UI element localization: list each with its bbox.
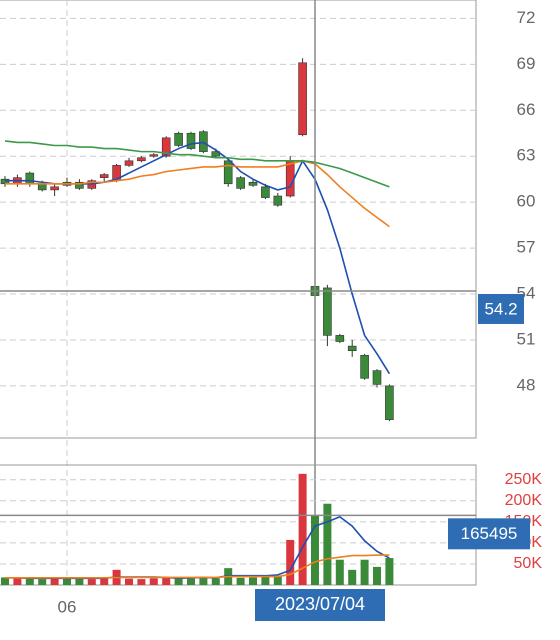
moving-average-line [5, 159, 390, 228]
y-tick-label: 200K [505, 492, 543, 509]
volume-bar [63, 578, 71, 585]
candle-body [248, 181, 258, 186]
volume-bar [38, 579, 47, 585]
candle-body [161, 137, 171, 157]
volume-bar [311, 515, 319, 585]
candle-body [323, 287, 332, 336]
volume-bar [273, 575, 282, 585]
candle-body [186, 132, 196, 149]
crosshair-date-label: 2023/07/04 [275, 594, 365, 614]
volume-bar [199, 577, 208, 585]
y-tick-label: 60 [517, 192, 536, 211]
volume-bar [286, 539, 295, 585]
crosshair-price-label: 54.2 [484, 299, 517, 318]
volume-bar [13, 578, 22, 585]
candle-body [75, 181, 84, 189]
candle-body [360, 355, 369, 379]
candle-body [335, 335, 345, 342]
volume-bar [1, 577, 9, 585]
candle-body [298, 62, 307, 136]
candle-body [174, 132, 183, 146]
y-tick-label: 250K [505, 471, 543, 488]
candle-body [25, 172, 35, 185]
volume-bar [50, 578, 59, 585]
volume-bar [360, 559, 369, 585]
candle-body [50, 186, 59, 191]
volume-bar [323, 503, 332, 585]
y-tick-label: 66 [517, 100, 536, 119]
candle-body [385, 385, 394, 420]
candle-body [124, 160, 134, 166]
y-tick-label: 50K [514, 555, 543, 572]
y-tick-label: 63 [517, 146, 536, 165]
volume-bar [211, 578, 220, 585]
volume-bar [236, 577, 245, 585]
crosshair-price-box [478, 293, 524, 324]
volume-bar [298, 473, 307, 585]
volume-bar [385, 558, 394, 585]
candle-body [137, 157, 146, 162]
candle-body [372, 370, 382, 385]
candle-body [273, 195, 283, 206]
crosshair-volume-box [448, 518, 530, 550]
x-tick-label: 06 [58, 597, 77, 616]
candle-body [261, 186, 270, 198]
panel-frame [0, 464, 477, 586]
candle-body [223, 160, 233, 185]
volume-bar [25, 577, 34, 585]
volume-bar [149, 578, 158, 585]
crosshair-date-box [255, 589, 385, 621]
volume-bar [348, 569, 357, 585]
volume-bar [335, 559, 344, 585]
candle-body [37, 183, 47, 191]
volume-bar [100, 578, 109, 585]
volume-bar [187, 577, 195, 585]
volume-average-line [5, 515, 390, 580]
moving-average-line [5, 141, 391, 375]
moving-average-line [4, 140, 390, 188]
volume-bar [261, 577, 270, 585]
volume-bar [373, 566, 381, 585]
volume-bar [249, 577, 257, 585]
volume-bar [174, 577, 183, 585]
y-tick-label: 48 [517, 375, 536, 394]
volume-bar [75, 577, 84, 585]
volume-average-line [5, 554, 390, 579]
candle-body [285, 160, 295, 197]
crosshair-volume-label: 165495 [461, 524, 518, 543]
volume-bar [87, 579, 96, 585]
candle-body [347, 345, 357, 352]
panel-frame [0, 0, 477, 439]
volume-bar [137, 579, 146, 585]
y-tick-label: 72 [517, 8, 536, 27]
y-tick-label: 51 [517, 329, 536, 348]
volume-bar [125, 578, 133, 585]
y-tick-label: 57 [517, 238, 536, 257]
candle-body [149, 154, 159, 157]
y-tick-label: 69 [517, 54, 536, 73]
volume-bar [162, 577, 171, 585]
candle-body [99, 174, 109, 178]
candle-body [236, 177, 245, 189]
